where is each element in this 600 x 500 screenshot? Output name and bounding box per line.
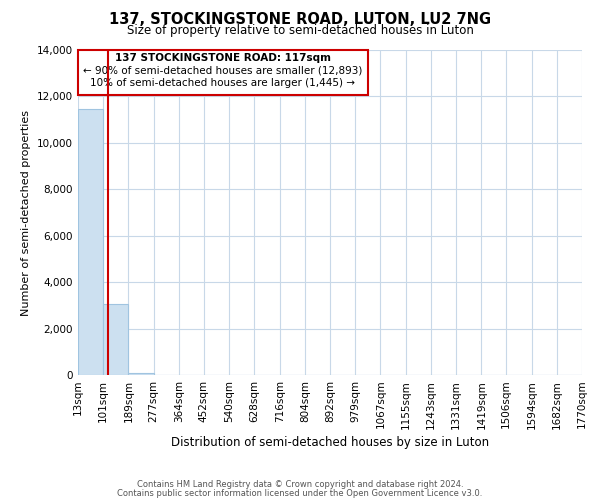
FancyBboxPatch shape: [78, 50, 368, 95]
Text: 137, STOCKINGSTONE ROAD, LUTON, LU2 7NG: 137, STOCKINGSTONE ROAD, LUTON, LU2 7NG: [109, 12, 491, 28]
Text: Contains public sector information licensed under the Open Government Licence v3: Contains public sector information licen…: [118, 488, 482, 498]
Text: 137 STOCKINGSTONE ROAD: 117sqm: 137 STOCKINGSTONE ROAD: 117sqm: [115, 53, 331, 63]
Bar: [78, 109, 103, 375]
Text: Size of property relative to semi-detached houses in Luton: Size of property relative to semi-detach…: [127, 24, 473, 37]
X-axis label: Distribution of semi-detached houses by size in Luton: Distribution of semi-detached houses by …: [171, 436, 489, 448]
Text: ← 90% of semi-detached houses are smaller (12,893): ← 90% of semi-detached houses are smalle…: [83, 66, 362, 76]
Bar: [103, 304, 128, 375]
Text: Contains HM Land Registry data © Crown copyright and database right 2024.: Contains HM Land Registry data © Crown c…: [137, 480, 463, 489]
Y-axis label: Number of semi-detached properties: Number of semi-detached properties: [22, 110, 31, 316]
Bar: [128, 372, 154, 375]
Text: 10% of semi-detached houses are larger (1,445) →: 10% of semi-detached houses are larger (…: [91, 78, 355, 88]
